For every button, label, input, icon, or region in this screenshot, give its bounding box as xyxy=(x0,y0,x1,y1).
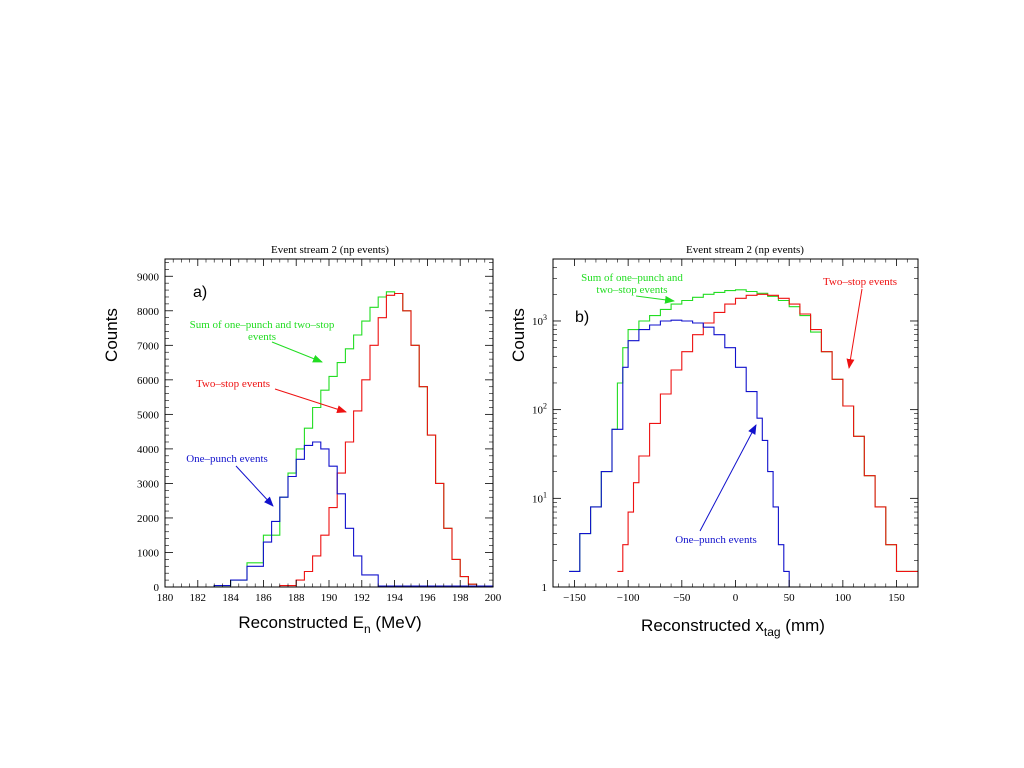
panel-a: Event stream 2 (np events) 180 182 184 186 1… xyxy=(102,244,502,636)
panel-b-twostop-annotation: Two–stop events xyxy=(823,276,897,288)
panel-a-series-1 xyxy=(165,292,494,588)
panel-b-xtick-label: −150 xyxy=(563,592,586,604)
panel-a-xtick-label: 200 xyxy=(485,592,502,604)
panel-b-xlabel-main: Reconstructed x xyxy=(641,616,764,635)
panel-a-ytick-label: 5000 xyxy=(137,409,160,421)
panel-b-onepunch-arrow xyxy=(699,424,757,532)
panel-b-ytick-label: 103 xyxy=(532,313,547,328)
panel-a-xtick-label: 188 xyxy=(288,592,305,604)
panel-a-xtick-label: 192 xyxy=(354,592,371,604)
panel-a-xlabel: Reconstructed En (MeV) xyxy=(238,613,421,636)
panel-b-xtick-label: 0 xyxy=(733,592,739,604)
panel-a-ytick-label: 2000 xyxy=(137,513,160,525)
panel-b-ytick-label: 101 xyxy=(532,490,547,505)
panel-b-ticks: −150 −100 −50 0 50 100 150 1 101 102 103 xyxy=(532,258,918,604)
panel-a-ytick-label: 6000 xyxy=(137,375,160,387)
panel-a-xtick-label: 180 xyxy=(157,592,174,604)
panel-a-ticks: 180 182 184 186 188 190 192 194 196 198 2000100020… xyxy=(137,259,502,604)
panel-b-xtick-label: −100 xyxy=(617,592,640,604)
panel-b-label: b) xyxy=(575,309,589,326)
panel-a-ytick-label: 1000 xyxy=(137,547,160,559)
panel-a-xtick-label: 186 xyxy=(255,592,272,604)
panel-b-onepunch-annotation: One–punch events xyxy=(675,534,757,546)
panel-a-xlabel-tail: (MeV) xyxy=(371,613,422,632)
panel-b-xlabel: Reconstructed xtag (mm) xyxy=(641,616,825,639)
panel-b-xtick-label: 100 xyxy=(835,592,852,604)
panel-a-onepunch-annotation: One–punch events xyxy=(186,453,268,465)
panel-b-ytick-label: 102 xyxy=(532,402,547,417)
panel-a-ylabel: Counts xyxy=(102,308,121,362)
panel-a-ytick-label: 8000 xyxy=(137,306,160,318)
panel-a-twostop-annotation: Two–stop events xyxy=(196,378,270,390)
panel-b: Event stream 2 (np events) −150 −100 −50 0 5… xyxy=(509,244,919,639)
panel-b-xtick-label: −50 xyxy=(673,592,691,604)
panel-a-series-2 xyxy=(165,441,494,588)
panel-b-series-2 xyxy=(569,319,918,588)
panel-a-ytick-label: 7000 xyxy=(137,340,160,352)
panel-a-label: a) xyxy=(193,284,207,301)
panel-b-series-group xyxy=(569,289,918,588)
panel-a-series-group xyxy=(165,291,494,588)
panel-b-series-1 xyxy=(617,293,918,572)
panel-b-xtick-label: 50 xyxy=(784,592,796,604)
panel-b-xlabel-tail: (mm) xyxy=(781,616,825,635)
panel-a-title: Event stream 2 (np events) xyxy=(271,244,389,256)
panel-a-xtick-label: 196 xyxy=(419,592,436,604)
panel-a-xtick-label: 190 xyxy=(321,592,338,604)
panel-a-xlabel-sub: n xyxy=(364,622,371,636)
panel-a-sum-arrow xyxy=(271,341,323,363)
panel-b-xlabel-sub: tag xyxy=(764,625,781,639)
panel-a-series-0 xyxy=(165,291,494,588)
panel-a-xtick-label: 182 xyxy=(190,592,207,604)
panel-b-ylabel: Counts xyxy=(509,308,528,362)
panel-a-ytick-label: 9000 xyxy=(137,271,160,283)
panel-b-ytick-label: 1 xyxy=(542,582,548,594)
panel-b-xtick-label: 150 xyxy=(888,592,905,604)
panel-a-xtick-label: 194 xyxy=(386,592,403,604)
panel-b-twostop-arrow xyxy=(846,288,863,369)
panel-a-xlabel-main: Reconstructed E xyxy=(238,613,364,632)
panel-a-twostop-arrow xyxy=(274,388,347,414)
panel-b-series-0 xyxy=(569,289,918,572)
panel-b-sum-arrow xyxy=(635,295,675,304)
panel-a-sum-annotation: Sum of one–punch and two–stop events xyxy=(190,319,335,343)
panel-a-ytick-label: 4000 xyxy=(137,444,160,456)
panel-a-frame xyxy=(164,258,494,588)
panel-a-onepunch-arrow xyxy=(235,465,274,507)
panel-b-title: Event stream 2 (np events) xyxy=(686,244,804,256)
panel-a-ytick-label: 0 xyxy=(154,582,160,594)
panel-a-xtick-label: 198 xyxy=(452,592,469,604)
panel-b-sum-annotation: Sum of one–punch and two–stop events xyxy=(581,272,683,296)
panel-a-xtick-label: 184 xyxy=(222,592,239,604)
panel-a-ytick-label: 3000 xyxy=(137,478,160,490)
